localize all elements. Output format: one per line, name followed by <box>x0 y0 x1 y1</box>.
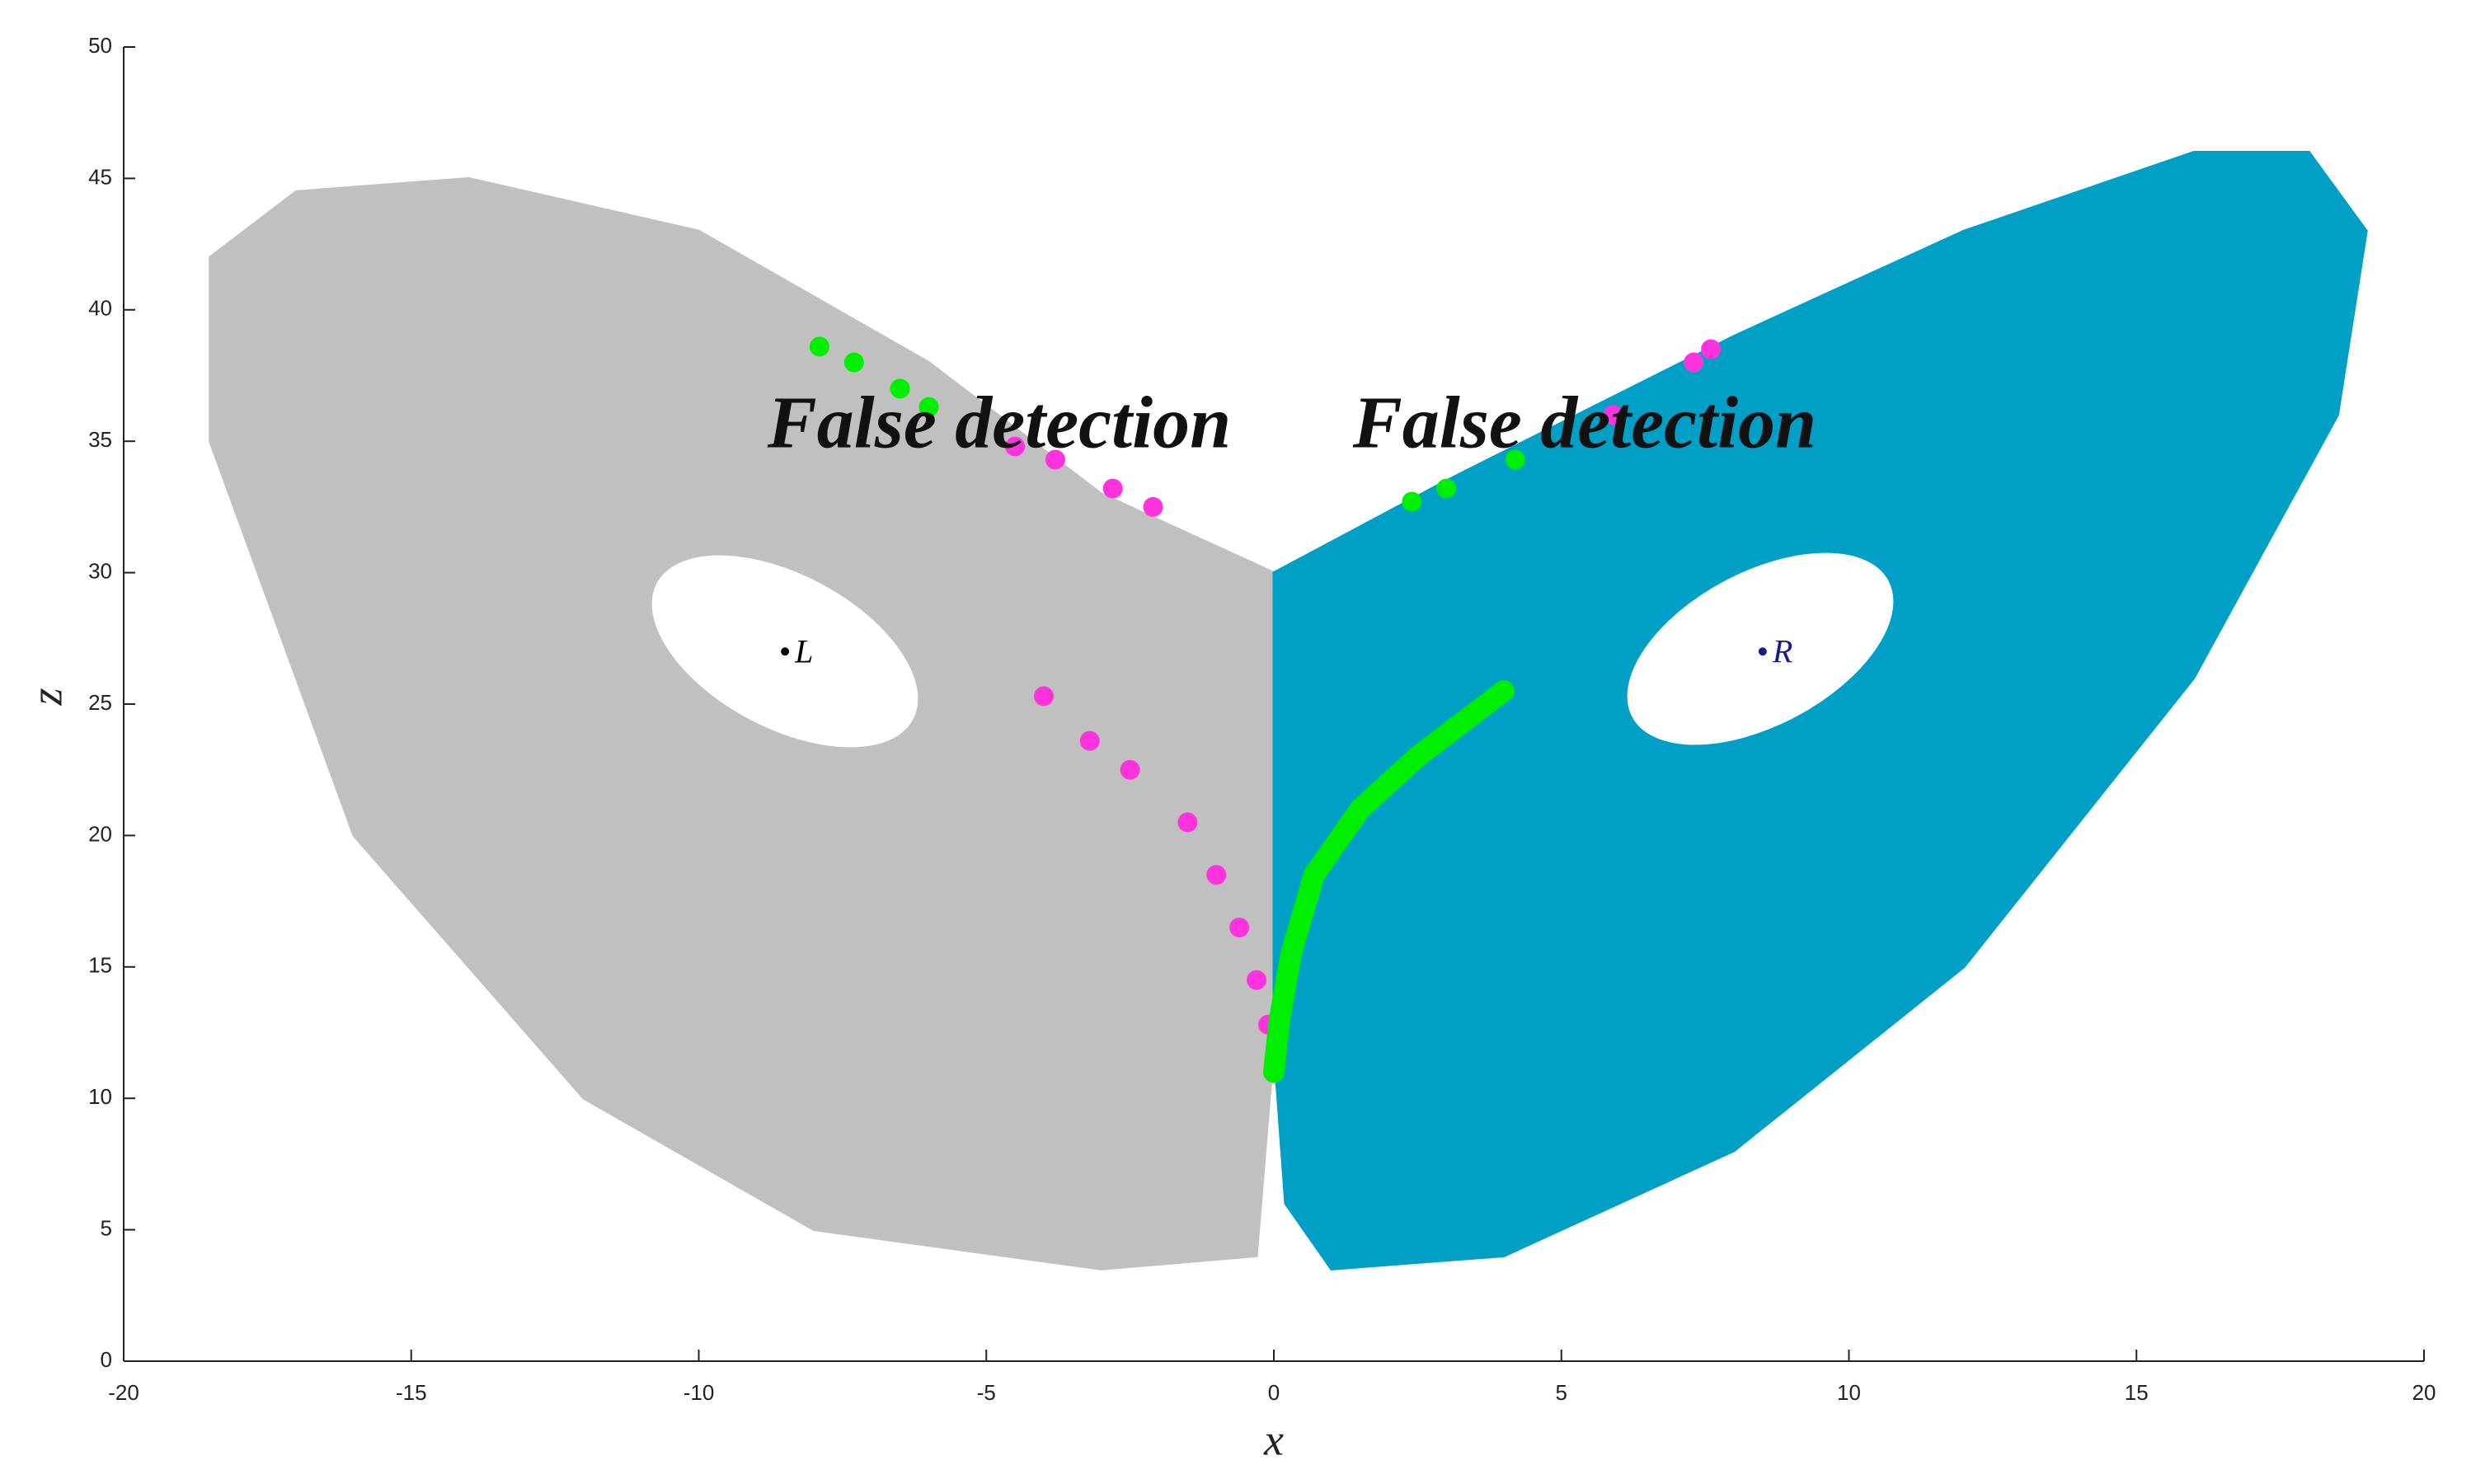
detection-marker <box>1505 449 1525 470</box>
y-tick-label: 35 <box>88 427 112 452</box>
detection-marker <box>809 336 829 357</box>
detection-marker <box>1402 491 1422 512</box>
x-tick-label: -20 <box>108 1380 139 1405</box>
x-tick-label: 20 <box>2412 1380 2436 1405</box>
detection-marker <box>1206 865 1227 885</box>
y-tick-label: 5 <box>101 1215 112 1240</box>
y-tick-label: 40 <box>88 296 112 321</box>
detection-marker <box>918 397 939 417</box>
annotation: False detection <box>1352 383 1816 464</box>
y-tick-label: 0 <box>101 1347 112 1372</box>
detection-marker <box>1701 339 1722 359</box>
detection-marker <box>1177 812 1198 833</box>
detection-marker <box>1120 759 1140 780</box>
detection-marker <box>1247 970 1267 990</box>
y-tick-label: 25 <box>88 690 112 715</box>
x-tick-label: 0 <box>1268 1380 1280 1405</box>
detection-marker <box>1684 352 1704 373</box>
y-tick-label: 45 <box>88 164 112 189</box>
attractor-wing <box>209 176 1275 1270</box>
y-tick-label: 50 <box>88 33 112 58</box>
x-axis-label: x <box>1263 1415 1284 1464</box>
y-axis-label: z <box>21 688 71 706</box>
x-tick-label: 10 <box>1837 1380 1861 1405</box>
fixed-point-label: R <box>1772 632 1792 669</box>
detection-marker <box>1229 917 1250 937</box>
y-tick-label: 20 <box>88 821 112 846</box>
detection-marker <box>1079 730 1100 751</box>
x-tick-label: 5 <box>1556 1380 1567 1405</box>
annotation: False detection <box>767 383 1231 464</box>
x-tick-label: 15 <box>2125 1380 2149 1405</box>
attractor-wing <box>1272 151 2368 1270</box>
fixed-point <box>781 647 790 656</box>
detection-marker <box>1494 681 1514 702</box>
fixed-point-label: L <box>794 632 813 669</box>
detection-marker <box>1436 478 1457 499</box>
detection-marker <box>1264 1062 1284 1082</box>
detection-marker <box>1045 449 1065 470</box>
y-tick-label: 10 <box>88 1084 112 1109</box>
fixed-point <box>1758 647 1767 656</box>
detection-curve <box>1263 680 1515 1083</box>
x-tick-label: -15 <box>396 1380 427 1405</box>
detection-marker <box>890 378 910 399</box>
y-tick-label: 15 <box>88 953 112 978</box>
x-tick-label: -10 <box>684 1380 715 1405</box>
detection-marker <box>1034 686 1054 707</box>
detection-marker <box>1102 478 1123 499</box>
detection-marker <box>1005 436 1026 457</box>
detection-marker <box>1603 405 1623 425</box>
detection-marker <box>1143 496 1163 517</box>
y-tick-label: 30 <box>88 558 112 583</box>
detection-marker <box>843 352 864 373</box>
x-tick-label: -5 <box>977 1380 996 1405</box>
